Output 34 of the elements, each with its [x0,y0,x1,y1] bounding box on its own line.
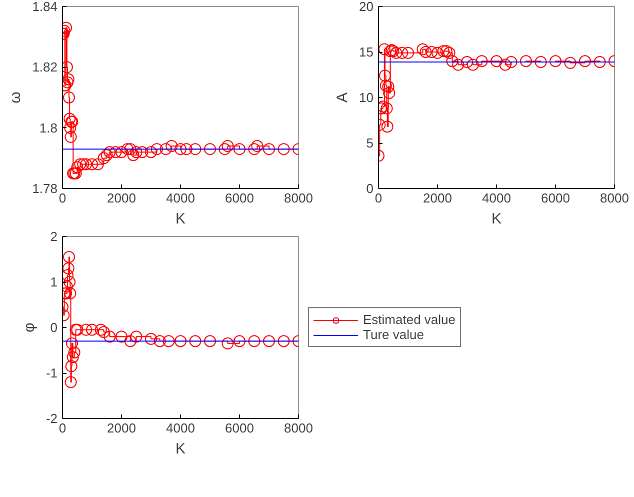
x-tick-label: 2000 [107,420,136,436]
y-axis-title: A [334,92,352,102]
x-tick-label: 6000 [541,190,570,206]
x-tick-label: 4000 [166,420,195,436]
x-axis-title: K [492,210,502,228]
x-tick-label: 2000 [423,190,452,206]
x-tick-label: 8000 [284,420,313,436]
x-axis-title: K [176,440,186,458]
x-tick-label: 8000 [284,190,313,206]
y-tick-label: 10 [359,90,374,105]
legend-label: Ture value [363,327,424,342]
y-tick-label: 1.8 [39,120,58,136]
y-tick-label: 5 [366,136,374,150]
y-tick-label: 1.78 [32,181,58,196]
y-tick-label: 15 [359,44,374,60]
y-tick-label: 2 [50,229,58,244]
x-axis-title: K [176,210,186,228]
y-tick-label: 1 [50,274,58,290]
y-axis-title: φ [20,322,38,332]
y-tick-label: 1.84 [32,0,58,14]
x-tick-label: 2000 [107,190,136,206]
x-tick-label: 8000 [600,190,629,206]
y-tick-label: 0 [366,181,374,196]
y-tick-label: 1.82 [32,60,58,75]
y-tick-label: 0 [50,320,58,335]
y-tick-label: -2 [46,411,58,426]
legend-label: Estimated value [363,312,456,327]
x-tick-label: 4000 [482,190,511,206]
y-tick-label: -1 [46,366,58,380]
x-tick-label: 6000 [225,190,254,206]
x-tick-label: 4000 [166,190,195,206]
x-tick-label: 6000 [225,420,254,436]
y-tick-label: 20 [359,0,374,14]
y-axis-title: ω [7,91,24,104]
